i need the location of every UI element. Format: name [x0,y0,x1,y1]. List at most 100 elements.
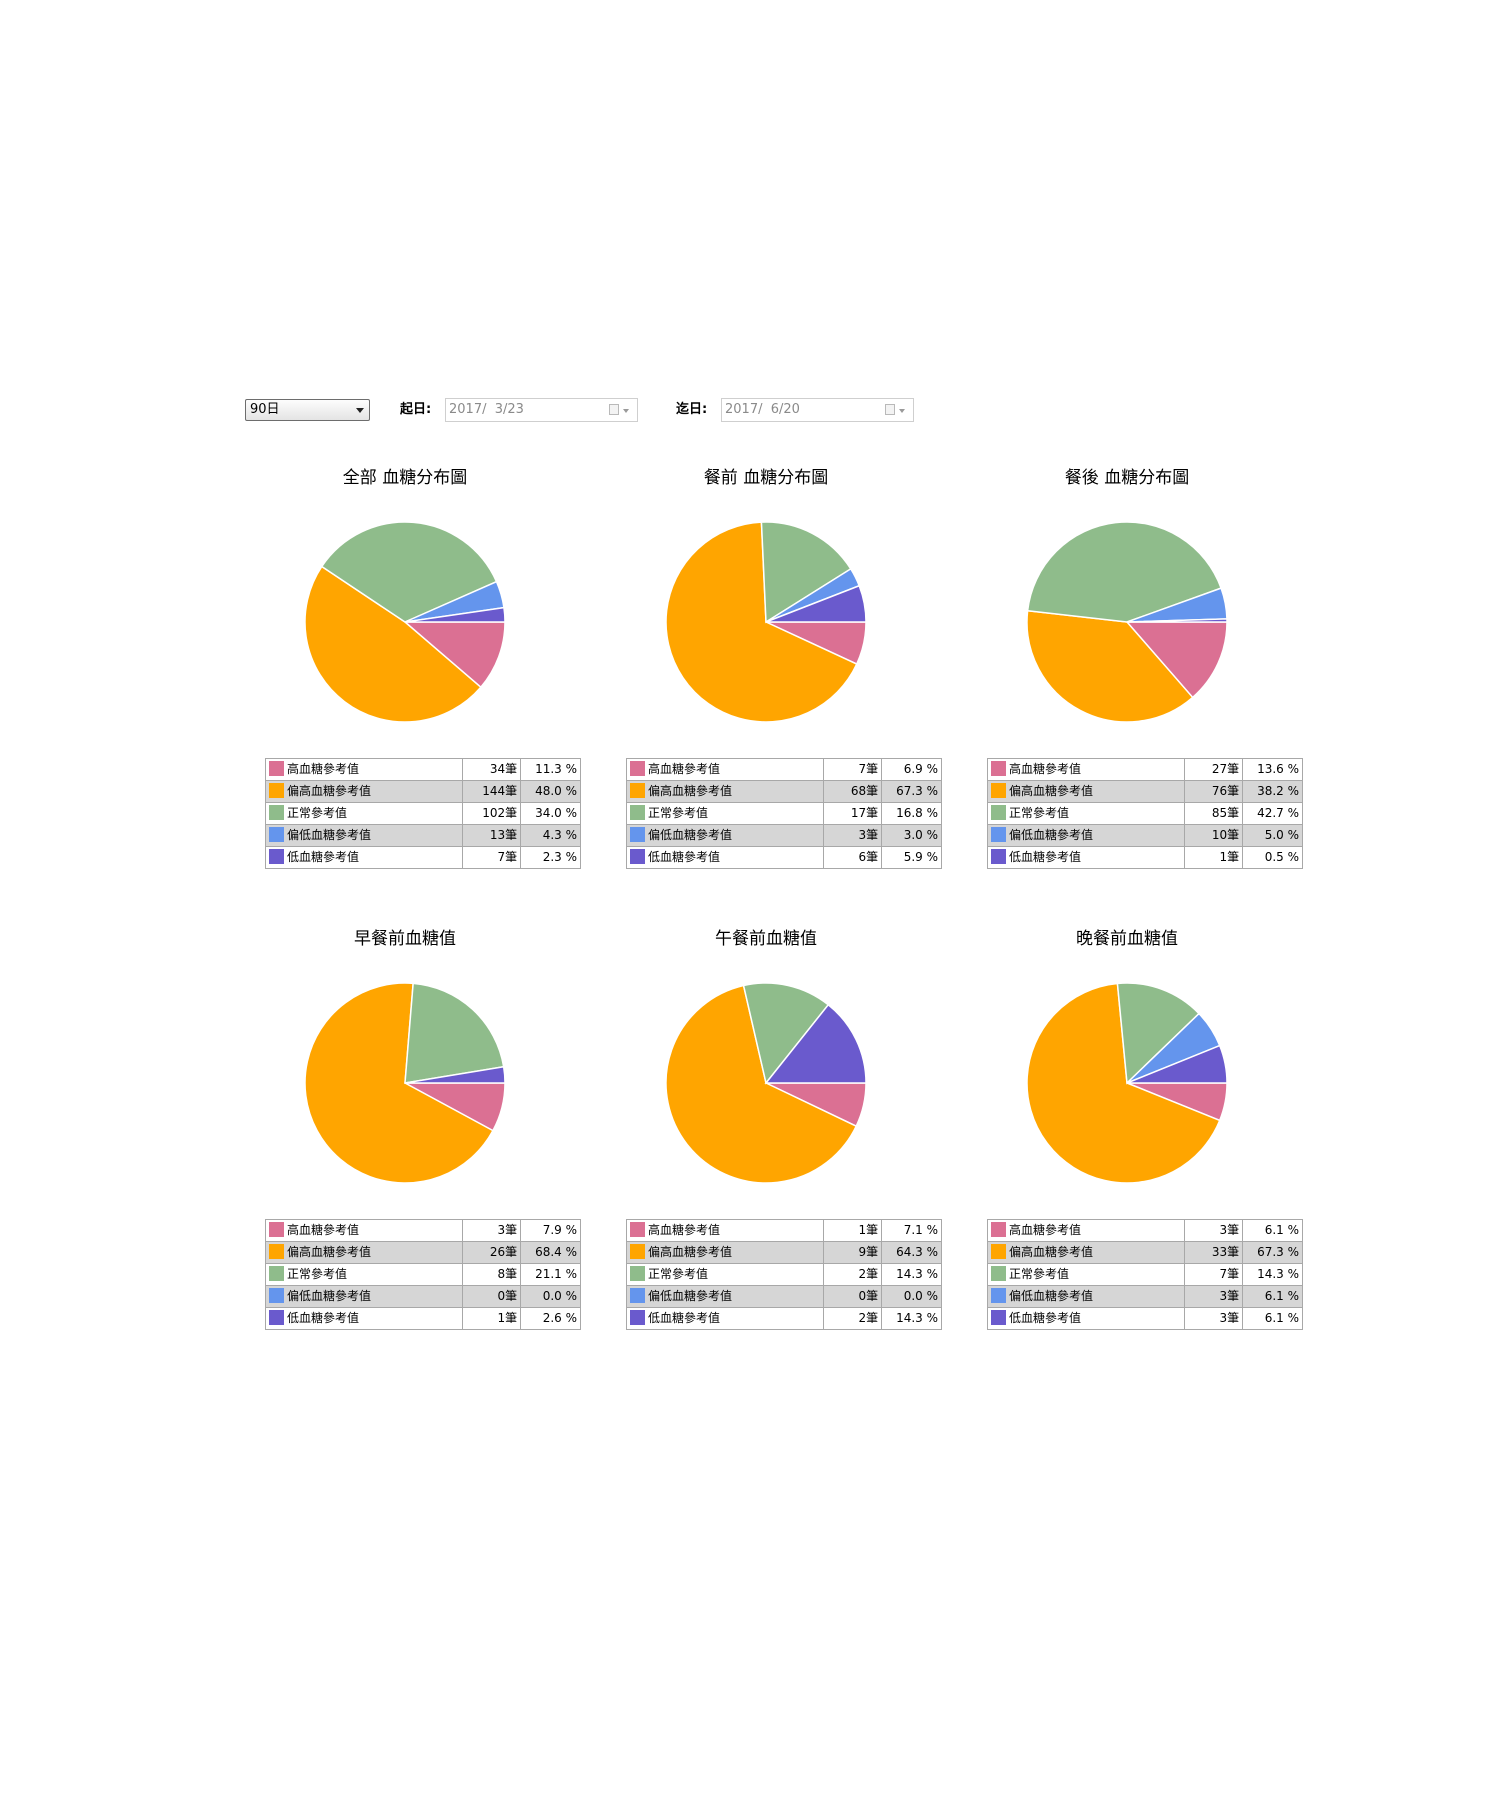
legend-label: 正常參考值 [625,1263,825,1286]
end-date-label: 迄日: [676,402,708,417]
legend-label: 偏高血糖參考值 [625,780,825,803]
pie-chart [1026,982,1228,1184]
pie-slice [404,982,505,1084]
legend-swatch [630,783,645,798]
legend-row: 低血糖參考值 3筆 6.1 % [986,1307,1303,1330]
pie-slice [404,1065,506,1084]
calendar-icon[interactable] [885,404,895,415]
pie-chart [304,982,506,1184]
pie-slice [1126,618,1228,623]
legend-count: 9筆 [823,1241,883,1264]
legend-row: 偏低血糖參考值 0筆 0.0 % [625,1285,942,1308]
legend-swatch [269,1222,284,1237]
legend-percent: 14.3 % [881,1263,942,1286]
legend-label: 低血糖參考值 [264,1307,464,1330]
legend-label: 高血糖參考值 [625,1219,825,1242]
chart-panel: 全部 血糖分布圖 高血糖參考值 34筆 11.3 % 偏高血糖參考值 144筆 48.0 %… [245,467,581,887]
legend-label: 偏低血糖參考值 [625,824,825,847]
legend-row: 高血糖參考值 34筆 11.3 % [264,758,581,781]
legend-row: 低血糖參考值 1筆 0.5 % [986,846,1303,869]
legend-percent: 2.6 % [520,1307,581,1330]
legend-swatch [269,1244,284,1259]
legend-label: 偏高血糖參考值 [986,780,1186,803]
legend-count: 1筆 [823,1219,883,1242]
end-date-input[interactable]: 2017/ 6/20 [721,398,914,422]
legend-swatch [991,761,1006,776]
chevron-down-icon[interactable] [623,409,629,413]
legend-count: 85筆 [1184,802,1244,825]
legend-swatch [630,1310,645,1325]
legend-count: 3筆 [823,824,883,847]
legend-swatch [991,783,1006,798]
period-select-value: 90日 [250,402,280,417]
legend-count: 1筆 [462,1307,522,1330]
legend-row: 偏低血糖參考值 3筆 6.1 % [986,1285,1303,1308]
legend-percent: 0.0 % [881,1285,942,1308]
legend-row: 偏高血糖參考值 76筆 38.2 % [986,780,1303,803]
legend-count: 7筆 [823,758,883,781]
pie-slice [304,565,482,723]
legend-percent: 3.0 % [881,824,942,847]
legend-row: 偏低血糖參考值 0筆 0.0 % [264,1285,581,1308]
chevron-down-icon[interactable] [899,409,905,413]
legend-swatch [630,1266,645,1281]
legend-percent: 38.2 % [1242,780,1303,803]
legend-label: 偏低血糖參考值 [986,1285,1186,1308]
legend-count: 68筆 [823,780,883,803]
legend-percent: 2.3 % [520,846,581,869]
legend-swatch [991,827,1006,842]
legend-count: 144筆 [462,780,522,803]
legend-label: 偏低血糖參考值 [264,824,464,847]
legend-percent: 42.7 % [1242,802,1303,825]
legend-label: 偏低血糖參考值 [625,1285,825,1308]
legend-count: 0筆 [823,1285,883,1308]
legend-row: 高血糖參考值 3筆 6.1 % [986,1219,1303,1242]
start-date-input[interactable]: 2017/ 3/23 [445,398,638,422]
legend-label: 低血糖參考值 [625,1307,825,1330]
legend-row: 高血糖參考值 7筆 6.9 % [625,758,942,781]
legend-label: 低血糖參考值 [625,846,825,869]
legend-percent: 4.3 % [520,824,581,847]
chart-panel: 餐前 血糖分布圖 高血糖參考值 7筆 6.9 % 偏高血糖參考值 68筆 67.3 % 正常參… [606,467,942,887]
legend-swatch [269,827,284,842]
legend-count: 3筆 [1184,1219,1244,1242]
pie-slice [764,1003,867,1084]
legend-percent: 6.1 % [1242,1307,1303,1330]
legend-row: 低血糖參考值 1筆 2.6 % [264,1307,581,1330]
legend-swatch [269,761,284,776]
legend-row: 高血糖參考值 3筆 7.9 % [264,1219,581,1242]
legend-count: 3筆 [1184,1307,1244,1330]
pie-chart [304,521,506,723]
chart-panel: 餐後 血糖分布圖 高血糖參考值 27筆 13.6 % 偏高血糖參考值 76筆 38.2 % 正… [967,467,1303,887]
pie-slice [665,521,858,723]
legend-swatch [991,805,1006,820]
legend-count: 2筆 [823,1263,883,1286]
legend-row: 偏高血糖參考值 26筆 68.4 % [264,1241,581,1264]
pie-slice [760,521,852,624]
chart-title: 早餐前血糖值 [354,929,456,949]
legend-row: 偏高血糖參考值 9筆 64.3 % [625,1241,942,1264]
pie-slice [1026,521,1223,623]
legend-percent: 21.1 % [520,1263,581,1286]
legend-swatch [630,1222,645,1237]
legend-label: 低血糖參考值 [986,1307,1186,1330]
legend-swatch [630,761,645,776]
legend-count: 17筆 [823,802,883,825]
legend-percent: 5.0 % [1242,824,1303,847]
calendar-icon[interactable] [609,404,619,415]
legend-row: 正常參考值 7筆 14.3 % [986,1263,1303,1286]
start-date-value: 2017/ 3/23 [449,402,524,417]
legend-label: 高血糖參考值 [986,758,1186,781]
period-select[interactable]: 90日 [245,399,370,421]
pie-chart [1026,521,1228,723]
legend-table: 高血糖參考值 3筆 6.1 % 偏高血糖參考值 33筆 67.3 % 正常參考值 7筆 14.3… [986,1219,1303,1330]
chart-title: 晚餐前血糖值 [1076,929,1178,949]
legend-row: 偏高血糖參考值 144筆 48.0 % [264,780,581,803]
legend-percent: 67.3 % [1242,1241,1303,1264]
legend-swatch [630,827,645,842]
legend-row: 正常參考值 17筆 16.8 % [625,802,942,825]
legend-count: 27筆 [1184,758,1244,781]
legend-label: 正常參考值 [625,802,825,825]
legend-label: 偏高血糖參考值 [264,1241,464,1264]
pie-slice [304,982,494,1184]
